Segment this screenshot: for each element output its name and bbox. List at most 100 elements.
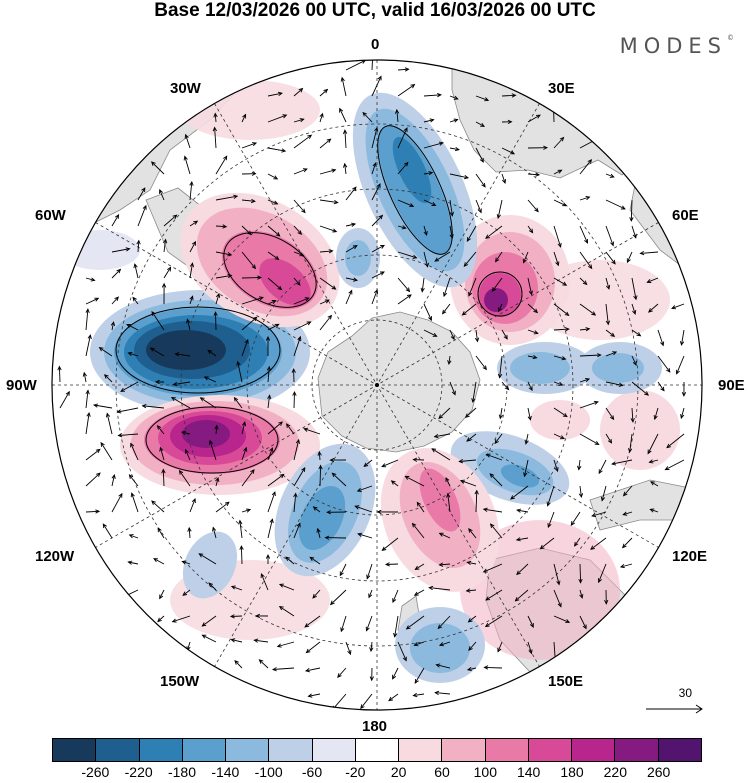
lon-label-90w: 90W — [6, 377, 37, 394]
wind-vector — [259, 659, 269, 669]
wind-vector — [345, 277, 358, 281]
wind-vector-head — [495, 257, 500, 263]
wind-vector — [341, 77, 347, 97]
wind-vectors — [57, 60, 687, 710]
wind-vector-head — [434, 257, 440, 262]
wind-vector-head — [274, 255, 280, 261]
wind-vector-head — [373, 289, 379, 295]
wind-vector-head — [224, 501, 230, 507]
lon-label-150w: 150W — [160, 673, 200, 690]
wind-vector — [392, 667, 399, 680]
wind-vector — [111, 248, 130, 253]
wind-vector — [59, 391, 70, 409]
colorbar-swatch — [442, 739, 486, 761]
wind-vector-head — [404, 67, 410, 72]
wind-vector-head — [342, 162, 348, 168]
wind-vector-head — [468, 291, 473, 297]
wind-vector — [486, 454, 503, 461]
wind-vector-head — [285, 556, 291, 561]
wind-vector-head — [307, 693, 313, 698]
wind-vector — [423, 329, 437, 337]
wind-vector-head — [600, 496, 606, 502]
wind-vector-head — [212, 526, 217, 532]
wind-vector-head — [420, 287, 425, 293]
wind-vector — [207, 349, 217, 357]
wind-vector — [449, 225, 453, 239]
wind-vector — [578, 459, 581, 470]
wind-vector-head — [555, 261, 560, 267]
wind-vector-head — [258, 296, 264, 301]
wind-vector-head — [255, 613, 261, 619]
wind-vector — [463, 251, 477, 267]
wind-vector — [436, 664, 451, 669]
wind-vector-head — [182, 591, 188, 596]
wind-vector — [215, 312, 217, 331]
wind-vector-head — [191, 498, 196, 504]
wind-vector-head — [302, 168, 308, 173]
wind-vector — [579, 196, 590, 201]
wind-vector-head — [362, 111, 367, 117]
wind-vector-head — [453, 118, 459, 123]
wind-vector — [309, 556, 321, 565]
wind-vector-head — [360, 704, 365, 710]
wind-vector — [681, 329, 685, 345]
wind-vector — [579, 615, 587, 629]
wind-vector — [553, 381, 563, 386]
wind-vector-head — [96, 472, 101, 477]
wind-vector — [579, 589, 583, 599]
wind-vector — [319, 315, 332, 331]
wind-vector — [579, 433, 599, 445]
wind-vector-head — [227, 273, 233, 279]
wind-vector — [553, 433, 565, 440]
wind-vector-head — [533, 308, 539, 314]
wind-vector-head — [95, 448, 101, 454]
anomaly-field — [60, 80, 680, 683]
south-pole-marker — [375, 383, 379, 387]
wind-vector — [671, 303, 685, 309]
wind-vector — [267, 519, 273, 539]
wind-vector — [111, 493, 123, 513]
wind-vector-head — [282, 114, 288, 119]
wind-vector — [640, 251, 659, 254]
wind-vector-head — [405, 625, 411, 630]
wind-vector-head — [414, 565, 420, 570]
wind-vector-head — [181, 560, 187, 565]
wind-vector — [215, 477, 219, 487]
wind-vector — [241, 339, 249, 357]
wind-vector — [99, 347, 113, 357]
wind-vector — [355, 505, 373, 513]
wind-vector — [85, 277, 95, 281]
wind-vector — [371, 127, 378, 149]
wind-vector-head — [227, 252, 233, 257]
wind-vector — [345, 290, 353, 305]
wind-vector — [423, 142, 444, 149]
wind-vector-head — [428, 316, 432, 322]
wind-vector — [397, 277, 410, 292]
wind-vector-head — [141, 403, 147, 409]
colorbar-swatch — [182, 739, 227, 761]
wind-vector-head — [409, 203, 415, 208]
wind-vector-head — [468, 646, 473, 651]
wind-vector-head — [585, 327, 591, 332]
wind-vector-head — [296, 281, 301, 286]
wind-vector-head — [329, 457, 335, 463]
wind-vector — [267, 147, 286, 152]
wind-vector — [189, 498, 196, 513]
wind-vector — [293, 225, 302, 235]
wind-vector-head — [434, 690, 440, 696]
wind-vector — [241, 142, 257, 149]
wind-vector — [466, 589, 477, 592]
wind-vector-head — [293, 492, 298, 498]
wind-vector-head — [618, 382, 624, 387]
wind-vector — [185, 449, 191, 461]
wind-vector-head — [271, 667, 277, 672]
wind-vector — [319, 465, 322, 487]
colorbar-tick-label: -60 — [301, 764, 323, 780]
wind-vector — [475, 355, 487, 370]
wind-vector — [449, 199, 453, 216]
wind-vector-head — [482, 365, 487, 371]
wind-vector-head — [299, 118, 305, 123]
wind-vector — [547, 485, 555, 506]
wind-vector — [319, 138, 331, 149]
wind-vector — [215, 195, 238, 201]
